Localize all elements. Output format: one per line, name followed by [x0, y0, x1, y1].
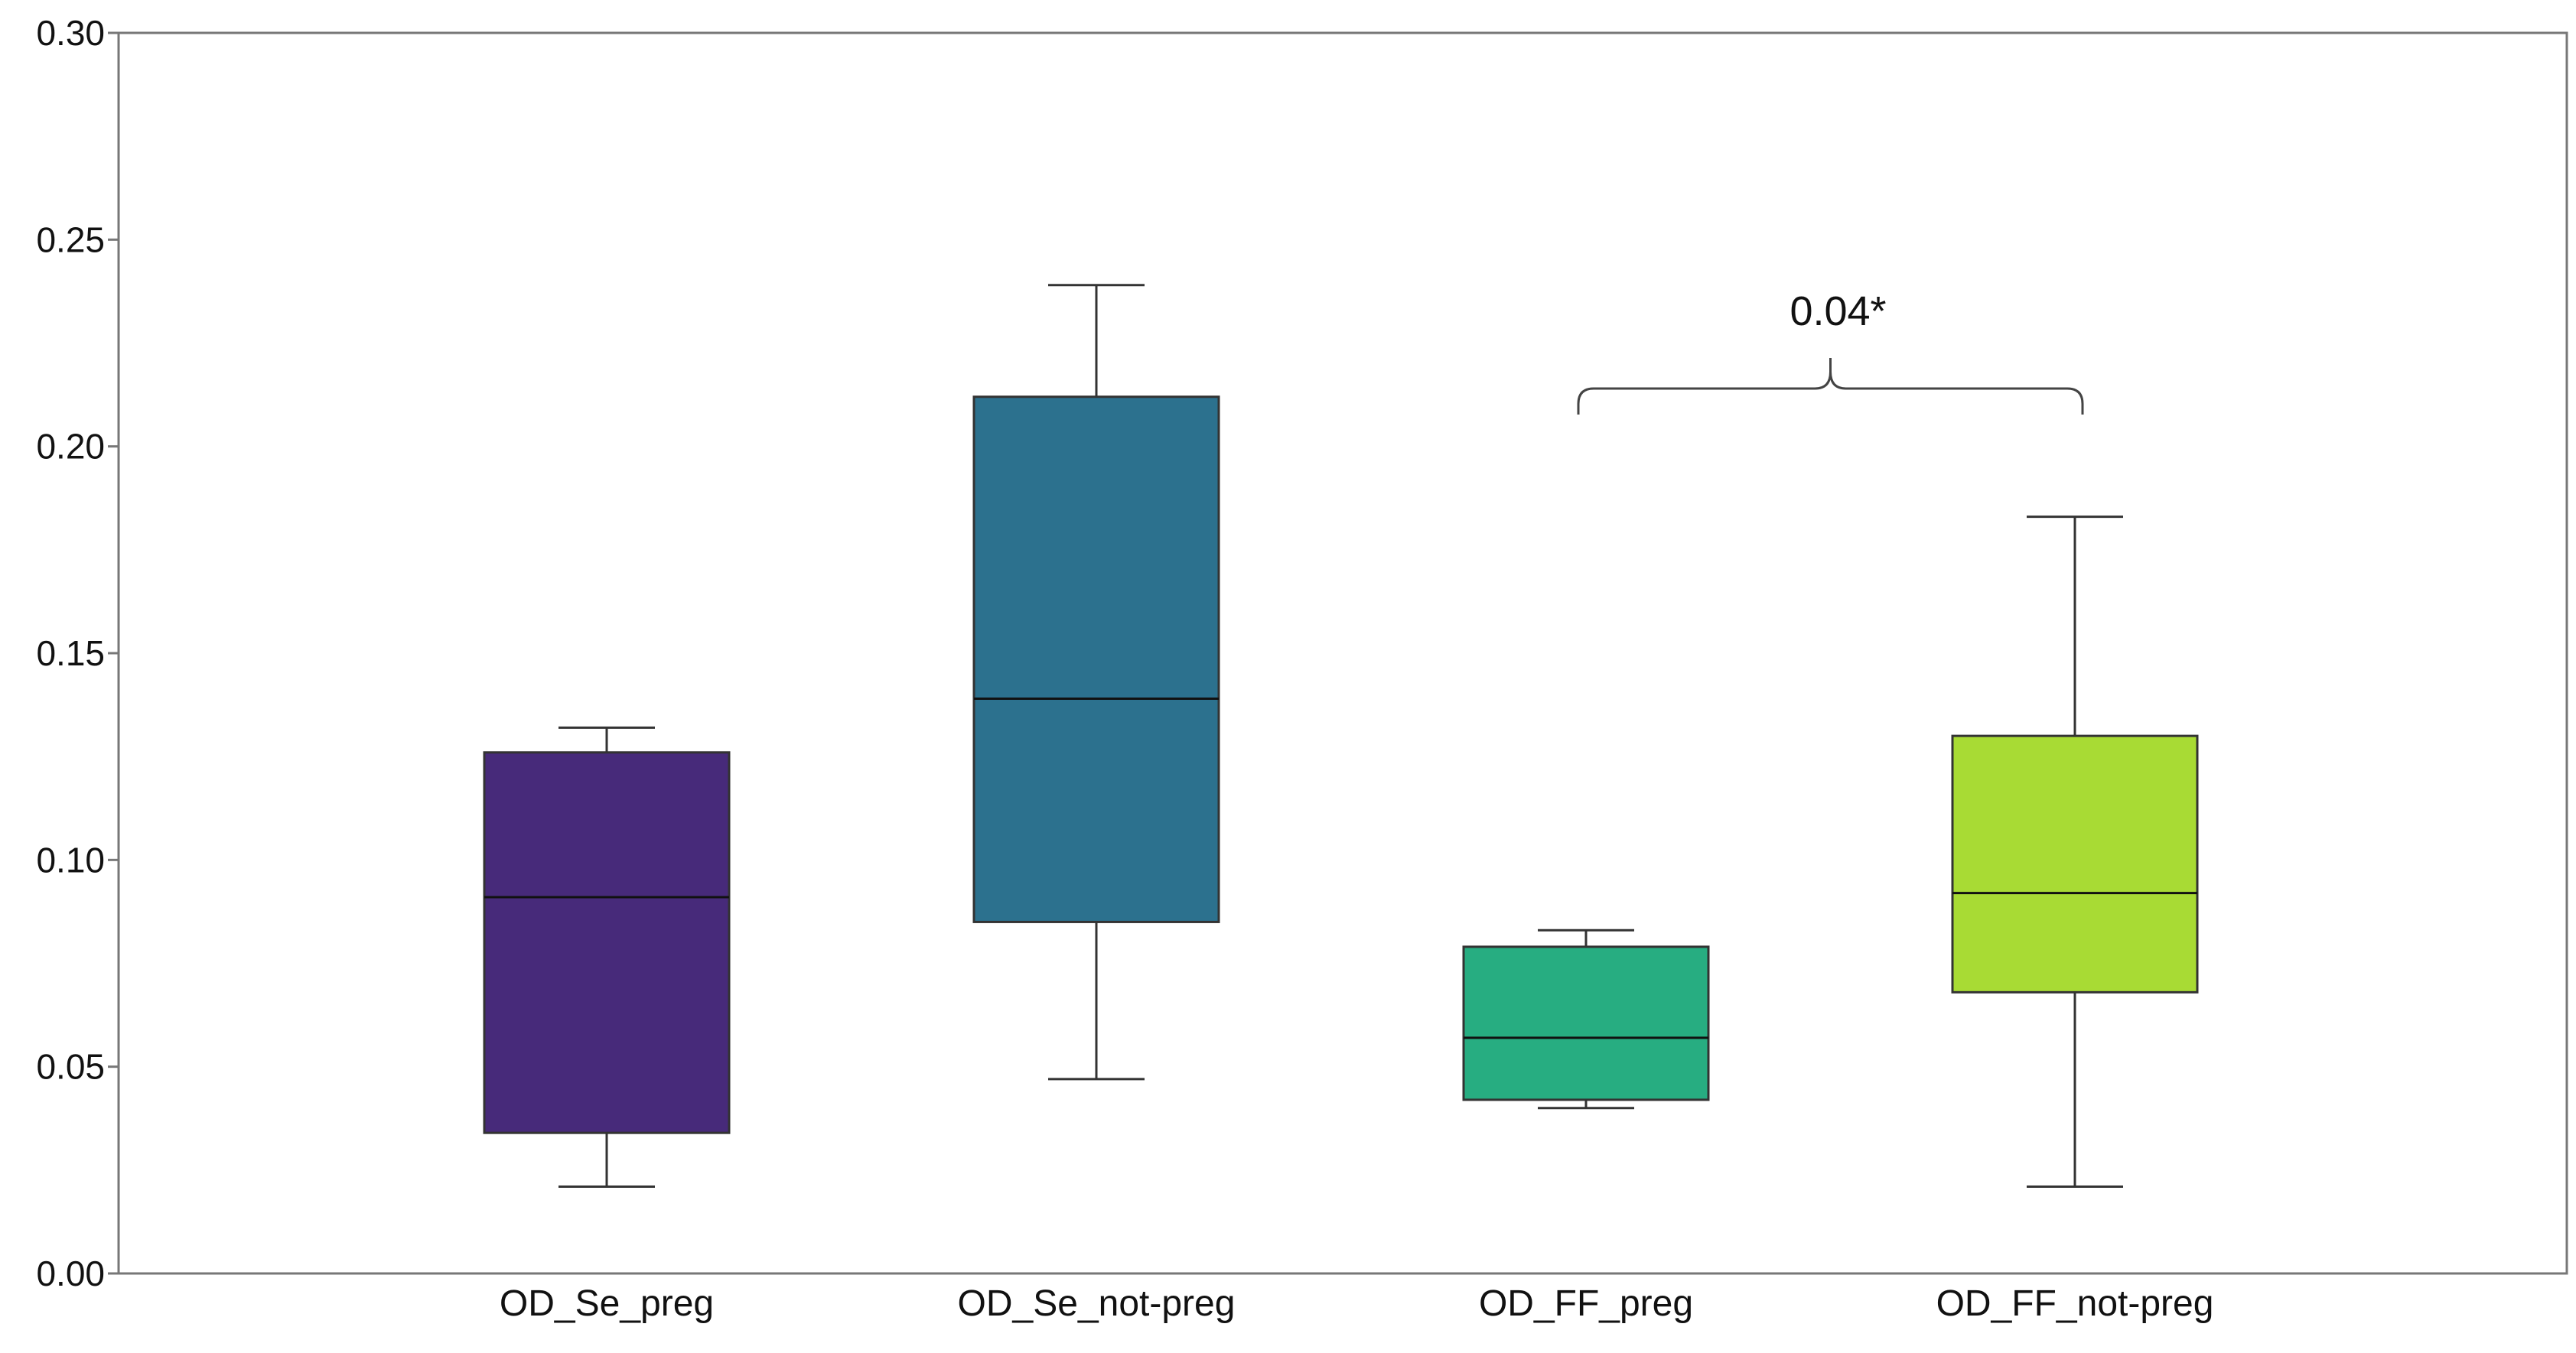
y-tick-label: 0.15 [36, 633, 105, 673]
box-group-OD_Se_not-preg [972, 284, 1220, 1081]
y-tick-label: 0.00 [36, 1254, 105, 1293]
significance-brace [1577, 358, 2084, 415]
y-tick-label: 0.25 [36, 220, 105, 259]
box-group-OD_FF_not-preg [1951, 516, 2199, 1188]
box-iqr [1951, 734, 2199, 994]
y-axis: 0.00 0.05 0.10 0.15 0.20 0.25 0.30 [36, 13, 119, 1293]
y-tick-label: 0.30 [36, 13, 105, 53]
box-group-OD_Se_preg [483, 726, 731, 1188]
x-category-label: OD_Se_not-preg [958, 1283, 1236, 1324]
box-group-OD_FF_preg [1462, 929, 1710, 1110]
boxes-group [483, 284, 2199, 1188]
box-iqr [1462, 945, 1710, 1101]
annotations-group: 0.04* [1577, 288, 2084, 415]
x-category-label: OD_FF_not-preg [1936, 1283, 2214, 1324]
y-tick-label: 0.10 [36, 840, 105, 880]
box-iqr [972, 395, 1220, 923]
y-tick-label: 0.20 [36, 427, 105, 467]
significance-label: 0.04* [1790, 288, 1886, 334]
x-category-label: OD_FF_preg [1479, 1283, 1693, 1324]
y-tick-label: 0.05 [36, 1047, 105, 1087]
box-iqr [483, 751, 731, 1134]
x-axis-labels: OD_Se_preg OD_Se_not-preg OD_FF_preg OD_FF_… [500, 1283, 2213, 1324]
x-category-label: OD_Se_preg [500, 1283, 714, 1324]
